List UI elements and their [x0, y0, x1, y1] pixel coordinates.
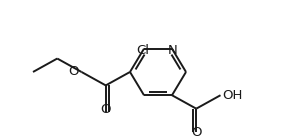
- Text: OH: OH: [223, 89, 243, 102]
- Text: Cl: Cl: [136, 44, 150, 57]
- Text: O: O: [68, 65, 78, 79]
- Text: O: O: [100, 103, 111, 116]
- Text: N: N: [168, 44, 178, 57]
- Text: O: O: [191, 126, 201, 138]
